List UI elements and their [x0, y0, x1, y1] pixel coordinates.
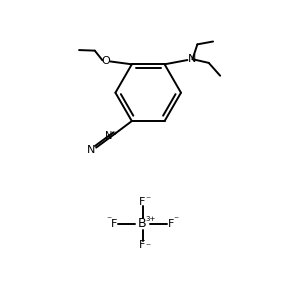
Text: ⁻: ⁻ [173, 215, 178, 225]
Text: ⁻: ⁻ [145, 195, 150, 205]
Text: N⁺: N⁺ [105, 131, 118, 141]
Text: N: N [188, 54, 197, 64]
Text: F: F [139, 198, 146, 207]
Text: B: B [138, 217, 147, 230]
Text: F: F [111, 219, 117, 229]
Text: N: N [87, 145, 95, 156]
Text: F: F [139, 240, 146, 250]
Text: O: O [101, 56, 110, 66]
Text: ⁻: ⁻ [107, 215, 112, 225]
Text: ⁻: ⁻ [145, 243, 150, 253]
Text: 3+: 3+ [146, 216, 156, 222]
Text: F: F [168, 219, 174, 229]
